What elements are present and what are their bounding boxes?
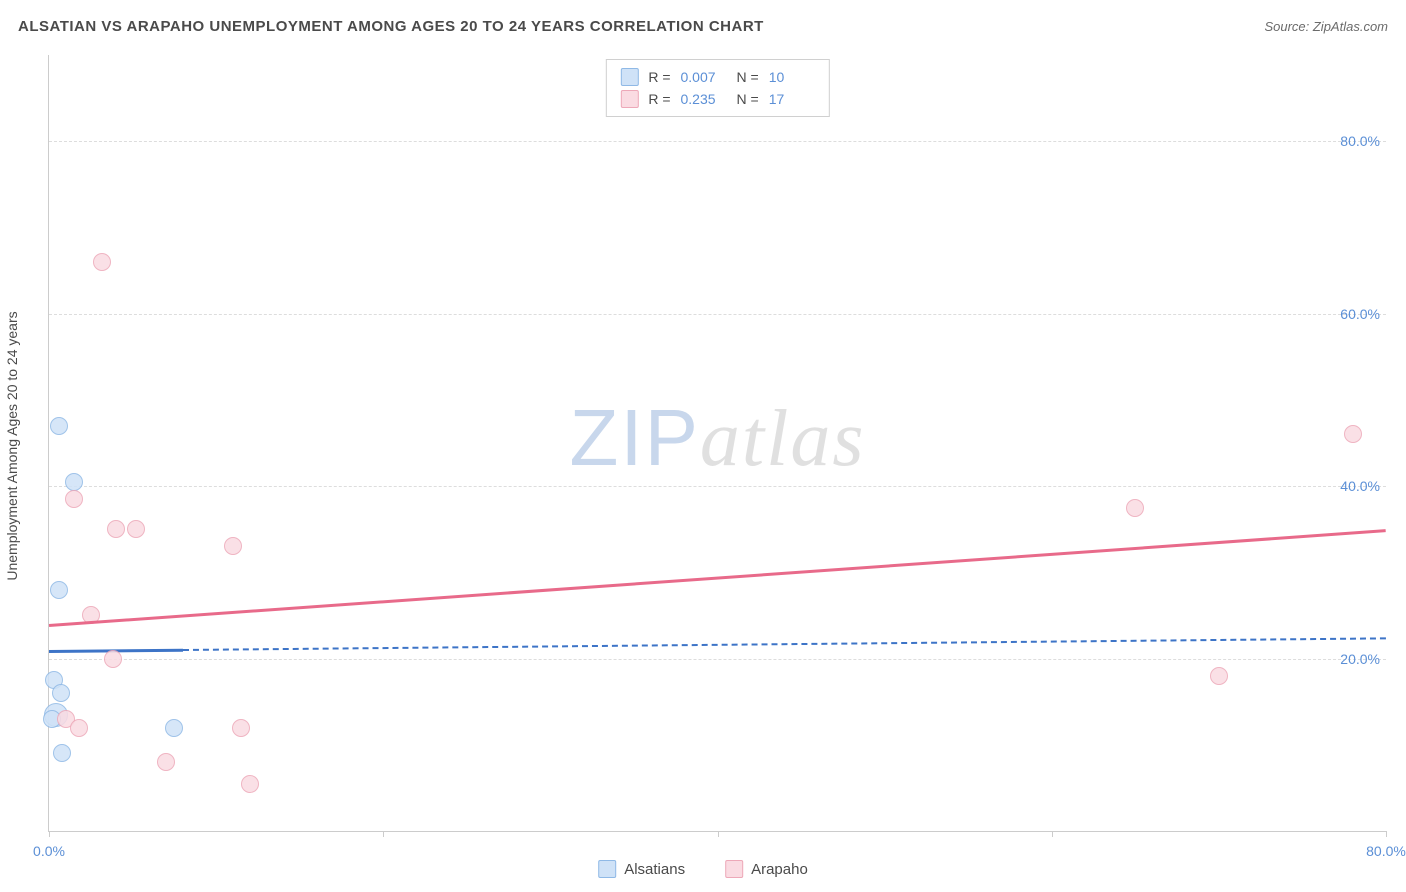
data-point <box>65 473 83 491</box>
data-point <box>107 520 125 538</box>
source-attribution: Source: ZipAtlas.com <box>1264 19 1388 34</box>
legend-item: Arapaho <box>725 860 808 878</box>
y-axis-label: Unemployment Among Ages 20 to 24 years <box>4 311 20 580</box>
data-point <box>1344 425 1362 443</box>
data-point <box>70 719 88 737</box>
data-point <box>241 775 259 793</box>
chart-title: ALSATIAN VS ARAPAHO UNEMPLOYMENT AMONG A… <box>18 18 764 35</box>
legend-swatch <box>620 90 638 108</box>
watermark: ZIPatlas <box>569 392 865 485</box>
gridline <box>49 141 1386 142</box>
legend-series-name: Arapaho <box>751 861 808 878</box>
legend-r-label: R = <box>648 88 670 110</box>
legend-n-value: 17 <box>769 88 815 110</box>
data-point <box>50 581 68 599</box>
data-point <box>232 719 250 737</box>
legend-r-value: 0.235 <box>681 88 727 110</box>
plot-region: ZIPatlas R = 0.007 N = 10 R = 0.235 N = 17 20.0… <box>48 55 1386 832</box>
legend-item: Alsatians <box>598 860 685 878</box>
data-point <box>1126 499 1144 517</box>
legend-row: R = 0.007 N = 10 <box>620 66 814 88</box>
x-tick-mark <box>1386 831 1387 837</box>
data-point <box>157 753 175 771</box>
data-point <box>50 417 68 435</box>
legend-n-label: N = <box>737 66 759 88</box>
x-tick-mark <box>1052 831 1053 837</box>
gridline <box>49 659 1386 660</box>
legend-series-name: Alsatians <box>624 861 685 878</box>
data-point <box>65 490 83 508</box>
data-point <box>224 537 242 555</box>
data-point <box>53 744 71 762</box>
x-tick-mark <box>718 831 719 837</box>
x-tick-mark <box>49 831 50 837</box>
y-tick-label: 20.0% <box>1340 651 1380 667</box>
legend-r-label: R = <box>648 66 670 88</box>
legend-swatch <box>725 860 743 878</box>
legend-n-label: N = <box>737 88 759 110</box>
gridline <box>49 486 1386 487</box>
data-point <box>52 684 70 702</box>
data-point <box>1210 667 1228 685</box>
chart-area: ZIPatlas R = 0.007 N = 10 R = 0.235 N = 17 20.0… <box>48 55 1386 832</box>
data-point <box>127 520 145 538</box>
watermark-atlas: atlas <box>700 395 866 483</box>
y-tick-label: 40.0% <box>1340 478 1380 494</box>
data-point <box>104 650 122 668</box>
legend-row: R = 0.235 N = 17 <box>620 88 814 110</box>
legend-r-value: 0.007 <box>681 66 727 88</box>
x-tick-label: 0.0% <box>33 843 65 859</box>
series-legend: Alsatians Arapaho <box>598 860 808 878</box>
y-tick-label: 80.0% <box>1340 133 1380 149</box>
correlation-legend: R = 0.007 N = 10 R = 0.235 N = 17 <box>605 59 829 117</box>
legend-n-value: 10 <box>769 66 815 88</box>
watermark-zip: ZIP <box>569 393 699 482</box>
y-tick-label: 60.0% <box>1340 306 1380 322</box>
legend-swatch <box>598 860 616 878</box>
data-point <box>165 719 183 737</box>
trend-line-extrapolated <box>183 637 1386 651</box>
data-point <box>93 253 111 271</box>
gridline <box>49 314 1386 315</box>
legend-swatch <box>620 68 638 86</box>
header: ALSATIAN VS ARAPAHO UNEMPLOYMENT AMONG A… <box>18 18 1388 35</box>
x-tick-label: 80.0% <box>1366 843 1406 859</box>
trend-line <box>49 529 1386 626</box>
x-tick-mark <box>383 831 384 837</box>
